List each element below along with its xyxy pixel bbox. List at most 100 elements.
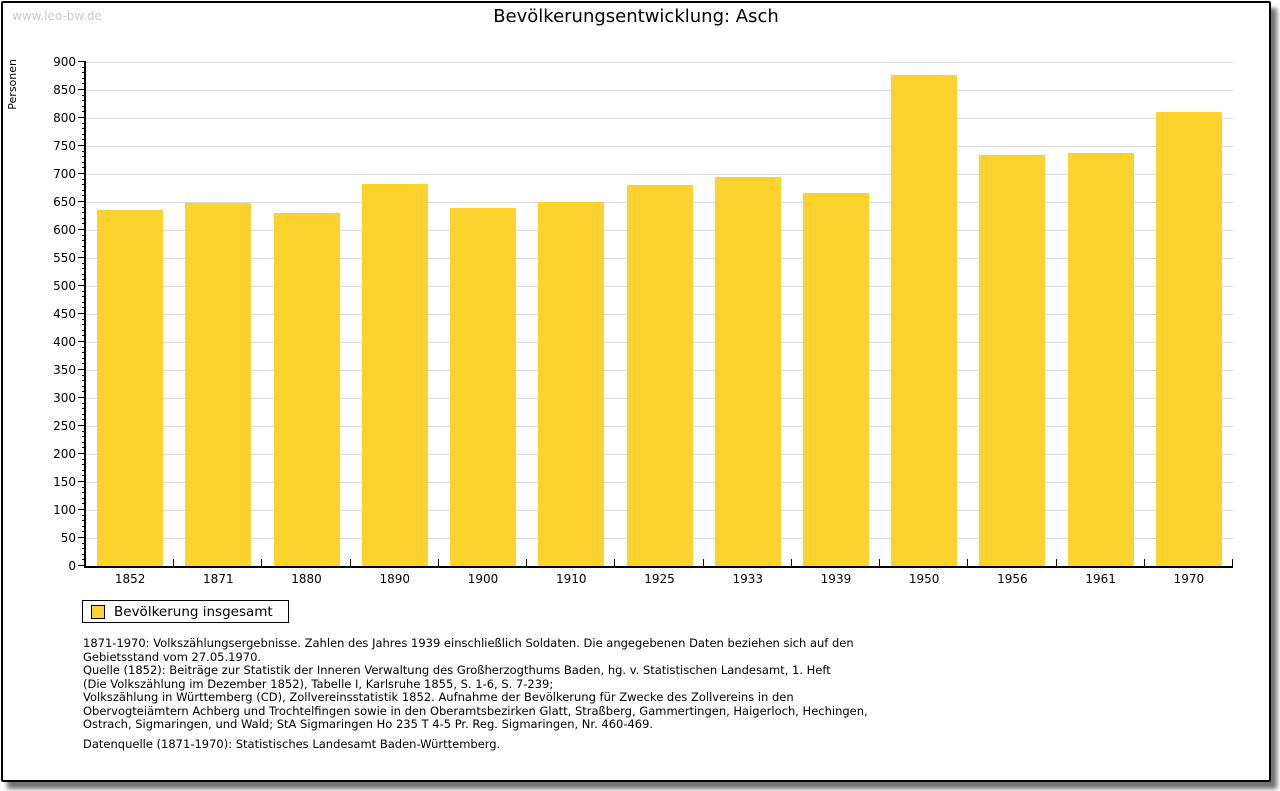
x-boundary-tick — [879, 559, 881, 566]
bar-1961 — [1067, 152, 1134, 566]
legend: Bevölkerung insgesamt — [82, 600, 289, 623]
y-minor-tick — [82, 469, 86, 471]
bar-1956 — [979, 154, 1046, 566]
y-major-tick — [78, 313, 86, 314]
y-minor-tick — [82, 363, 86, 365]
x-boundary-tick — [349, 559, 351, 566]
x-tick-label: 1900 — [467, 572, 499, 586]
y-minor-tick — [82, 307, 86, 309]
y-tick-label: 300 — [53, 391, 76, 405]
y-minor-tick — [82, 111, 86, 113]
y-tick-label: 650 — [53, 195, 76, 209]
footer-note-line: (Die Volkszählung im Dezember 1852), Tab… — [83, 676, 554, 691]
x-boundary-tick — [526, 559, 528, 566]
y-tick-label: 850 — [53, 83, 76, 97]
y-major-tick — [78, 201, 86, 202]
footer-note-line: Quelle (1852): Beiträge zur Statistik de… — [83, 663, 831, 677]
y-minor-tick — [82, 223, 86, 225]
y-major-tick — [78, 509, 86, 510]
y-minor-tick — [82, 441, 86, 443]
x-boundary-tick — [614, 559, 616, 566]
bar-1910 — [538, 202, 605, 566]
footer: 1871-1970: Volkszählungsergebnisse. Zahl… — [83, 636, 1233, 751]
y-minor-tick — [82, 195, 86, 197]
x-tick-label: 1852 — [114, 572, 146, 586]
y-tick-label: 400 — [53, 335, 76, 349]
y-major-tick — [78, 397, 86, 398]
y-minor-tick — [82, 178, 86, 180]
y-minor-tick — [82, 352, 86, 354]
y-minor-tick — [82, 100, 86, 102]
bar-1933 — [714, 176, 781, 566]
y-minor-tick — [82, 346, 86, 348]
y-minor-tick — [82, 380, 86, 382]
chart-title: Bevölkerungsentwicklung: Asch — [493, 6, 779, 27]
x-tick-label: 1961 — [1085, 572, 1116, 586]
y-tick-label: 900 — [53, 55, 76, 69]
y-major-tick — [78, 145, 86, 146]
y-minor-tick — [82, 402, 86, 404]
y-minor-tick — [82, 273, 86, 275]
grid-line — [86, 90, 1233, 91]
y-major-tick — [78, 537, 86, 538]
y-major-tick — [78, 257, 86, 258]
y-minor-tick — [82, 72, 86, 74]
x-boundary-tick — [967, 559, 969, 566]
chart-panel: www.leo-bw.de Bevölkerungsentwicklung: A… — [1, 1, 1271, 782]
y-tick-label: 450 — [53, 307, 76, 321]
y-minor-tick — [82, 83, 86, 85]
y-minor-tick — [82, 430, 86, 432]
x-tick-label: 1950 — [908, 572, 940, 586]
plot-area — [78, 61, 1233, 568]
y-minor-tick — [82, 475, 86, 477]
y-minor-tick — [82, 290, 86, 292]
x-tick-label: 1925 — [644, 572, 675, 586]
grid-line — [86, 62, 1233, 63]
y-tick-label: 500 — [53, 279, 76, 293]
y-tick-label: 50 — [60, 531, 76, 545]
y-minor-tick — [82, 296, 86, 298]
x-tick-label: 1939 — [820, 572, 852, 586]
x-boundary-tick — [437, 559, 439, 566]
y-tick-label: 800 — [53, 111, 76, 125]
y-minor-tick — [82, 436, 86, 438]
y-minor-tick — [82, 279, 86, 281]
y-minor-tick — [82, 206, 86, 208]
y-minor-tick — [82, 553, 86, 555]
y-minor-tick — [82, 128, 86, 130]
y-minor-tick — [82, 497, 86, 499]
y-minor-tick — [82, 503, 86, 505]
x-tick-label: 1933 — [732, 572, 763, 586]
bar-1970 — [1155, 112, 1222, 566]
y-minor-tick — [82, 139, 86, 141]
y-major-tick — [78, 173, 86, 174]
y-major-tick — [78, 565, 86, 566]
grid-line — [86, 118, 1233, 119]
x-tick-label: 1871 — [203, 572, 234, 586]
grid-line — [86, 146, 1233, 147]
y-tick-label: 0 — [68, 559, 76, 573]
y-minor-tick — [82, 217, 86, 219]
y-axis-tick-labels: 0 50 100 150 200 250 300 350 400 450 500 550 600 650 7… — [3, 55, 76, 573]
y-minor-tick — [82, 408, 86, 410]
y-minor-tick — [82, 542, 86, 544]
footer-datasource: Datenquelle (1871-1970): Statistisches L… — [83, 736, 501, 751]
y-minor-tick — [82, 531, 86, 533]
y-minor-tick — [82, 559, 86, 561]
y-minor-tick — [82, 324, 86, 326]
y-minor-tick — [82, 66, 86, 68]
y-minor-tick — [82, 105, 86, 107]
y-tick-label: 150 — [53, 475, 76, 489]
footer-note-line: Gebietsstand vom 27.05.1970. — [83, 649, 262, 664]
y-minor-tick — [82, 150, 86, 152]
bar-1890 — [361, 183, 428, 566]
y-tick-label: 750 — [53, 139, 76, 153]
y-minor-tick — [82, 329, 86, 331]
y-minor-tick — [82, 240, 86, 242]
y-minor-tick — [82, 122, 86, 124]
bar-1900 — [450, 207, 517, 566]
y-major-tick — [78, 481, 86, 482]
y-major-tick — [78, 425, 86, 426]
y-minor-tick — [82, 447, 86, 449]
y-minor-tick — [82, 486, 86, 488]
